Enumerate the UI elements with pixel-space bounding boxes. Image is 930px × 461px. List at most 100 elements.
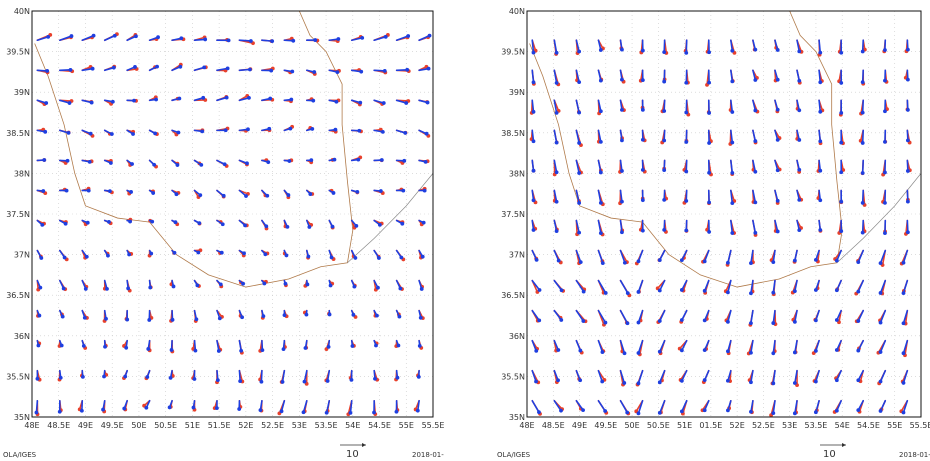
blue-vector-head (878, 379, 883, 384)
blue-vector-head (41, 189, 46, 193)
blue-vector (619, 399, 628, 414)
blue-vector-head (883, 200, 887, 205)
blue-vector (861, 189, 865, 204)
x-tick-label: 50E (131, 421, 146, 430)
x-tick-label: 53.5E (315, 421, 338, 430)
y-tick-label: 36N (509, 332, 525, 341)
blue-vector (727, 309, 732, 323)
blue-vector-head (730, 110, 735, 114)
x-tick-label: 50.5E (647, 421, 670, 430)
blue-vector-head (797, 108, 802, 113)
blue-vector-head (325, 379, 330, 383)
blue-vector-head (534, 379, 538, 384)
blue-vector-head (374, 343, 378, 348)
blue-vector-head (397, 314, 402, 319)
blue-vector-head (603, 409, 608, 413)
y-tick-label: 37.5N (501, 210, 525, 219)
blue-vector (772, 279, 776, 294)
blue-vector-head (559, 318, 564, 322)
blue-vector-head (792, 350, 797, 355)
blue-vector (373, 36, 387, 42)
blue-vector-head (775, 77, 780, 82)
blue-vector (857, 279, 865, 293)
blue-vector-head (775, 107, 780, 112)
blue-vector-head (531, 168, 536, 173)
blue-vector-head (860, 49, 865, 54)
blue-vector-head (834, 408, 839, 413)
blue-vector-head (771, 411, 776, 415)
blue-vector (637, 369, 644, 385)
blue-vector-head (270, 39, 275, 44)
blue-vector-head (123, 374, 128, 379)
blue-vector-head (46, 34, 51, 39)
blue-vector-head (901, 410, 906, 415)
blue-vector-head (261, 314, 266, 319)
blue-vector-head (577, 49, 582, 54)
x-tick-label: 55E (887, 421, 902, 430)
blue-vector (794, 309, 798, 323)
blue-vector-head (225, 66, 230, 71)
blue-vector (902, 399, 909, 414)
blue-vector-head (58, 375, 63, 380)
y-tick-label: 35N (509, 413, 525, 422)
blue-vector-head (301, 410, 306, 415)
blue-vector-head (110, 99, 115, 104)
blue-vector-head (280, 380, 285, 384)
blue-vector (730, 99, 734, 113)
blue-vector-head (856, 408, 861, 413)
blue-vector (750, 369, 754, 384)
blue-vector (730, 219, 734, 234)
blue-vector-head (42, 158, 47, 162)
blue-vector (815, 399, 820, 413)
blue-vector-head (559, 408, 563, 413)
blue-vector (531, 39, 535, 54)
blue-vector (575, 189, 580, 204)
blue-vector-head (214, 406, 219, 411)
blue-vector-head (57, 409, 62, 414)
blue-vector-head (357, 128, 362, 133)
blue-vector-head (792, 319, 797, 324)
blue-vector (597, 249, 604, 264)
blue-vector-head (194, 317, 199, 322)
blue-vector-head (856, 319, 861, 323)
blue-vector (861, 129, 865, 144)
blue-vector-head (169, 348, 174, 352)
blue-vector-head (376, 256, 381, 260)
blue-vector (597, 369, 604, 383)
blue-vector-head (399, 255, 404, 260)
blue-vector (857, 309, 865, 322)
blue-vector-head (90, 66, 95, 71)
blue-vector-head (102, 374, 106, 379)
blue-vector (794, 339, 798, 354)
x-tick-label: 01.5E (699, 421, 722, 430)
blue-vector-head (382, 68, 387, 73)
blue-vector (902, 249, 909, 264)
border-line (347, 173, 434, 263)
blue-vector-head (818, 50, 823, 55)
blue-vector-head (248, 39, 253, 43)
blue-vector-head (818, 139, 823, 144)
blue-vector-head (578, 260, 583, 265)
blue-vector (772, 399, 776, 414)
blue-vector-head (378, 189, 383, 193)
blue-vector (727, 249, 732, 264)
blue-vector-head (860, 171, 865, 175)
blue-vector-head (878, 261, 883, 266)
y-tick-label: 37N (509, 251, 525, 260)
blue-vector-head (775, 137, 780, 142)
blue-vector-head (622, 381, 627, 385)
blue-vector-head (662, 197, 667, 202)
blue-vector-head (354, 224, 359, 228)
right-reference-vector-label: 10 (823, 449, 836, 460)
blue-vector-head (775, 168, 780, 173)
blue-vector-head (679, 348, 684, 353)
y-tick-label: 37N (14, 251, 30, 260)
blue-vector-head (66, 130, 71, 135)
blue-vector-head (726, 319, 730, 324)
blue-vector-head (771, 321, 776, 325)
blue-vector-head (400, 221, 405, 226)
blue-vector-head (351, 312, 356, 317)
blue-vector-head (901, 381, 906, 385)
blue-vector-head (85, 220, 90, 225)
blue-vector-head (201, 95, 206, 100)
